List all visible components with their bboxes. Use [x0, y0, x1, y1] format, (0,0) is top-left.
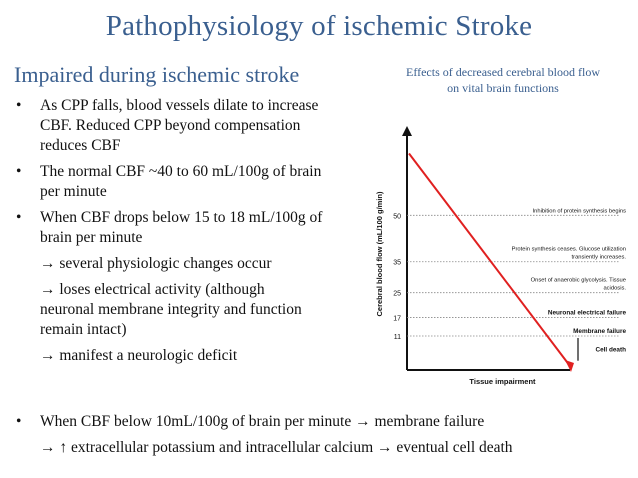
text-line: → ↑ extracellular potassium and intracel…	[40, 439, 513, 456]
bullet-list: • As CPP falls, blood vessels dilate to …	[14, 96, 368, 366]
cbf-decline-arrowhead	[565, 360, 574, 372]
bullet-marker: •	[16, 413, 22, 430]
threshold-label: Membrane failure	[573, 328, 626, 335]
chart-title-line: Effects of decreased cerebral blood flow	[405, 65, 600, 79]
bullet-marker: •	[16, 163, 22, 180]
threshold-label: transiently increases.	[572, 255, 627, 261]
sub-item: → loses electrical activity (although ne…	[14, 280, 368, 340]
text-line: → loses electrical activity (although	[40, 281, 265, 298]
chart-title: Effects of decreased cerebral blood flow…	[378, 64, 628, 96]
y-tick-label: 35	[393, 260, 401, 267]
bullet-marker: •	[16, 97, 22, 114]
bullet-marker: •	[16, 209, 22, 226]
bullet-item: • The normal CBF ~40 to 60 mL/100g of br…	[14, 162, 368, 202]
x-axis-title: Tissue impairment	[469, 377, 536, 386]
bottom-bullet: • When CBF below 10mL/100g of brain per …	[14, 412, 634, 458]
threshold-label: Protein synthesis ceases. Glucose utiliz…	[512, 247, 626, 253]
text-line: remain intact)	[40, 321, 127, 338]
text-line: → manifest a neurologic deficit	[40, 347, 238, 364]
y-axis-arrow	[402, 126, 412, 136]
bullet-item: • As CPP falls, blood vessels dilate to …	[14, 96, 368, 156]
text-line: → several physiologic changes occur	[40, 255, 272, 272]
text-line: brain per minute	[40, 229, 143, 246]
text-line: neuronal membrane integrity and function	[40, 301, 302, 318]
section-subtitle: Impaired during ischemic stroke	[14, 62, 300, 87]
y-tick-label: 11	[394, 334, 401, 341]
text-line: reduces CBF	[40, 137, 121, 154]
y-tick-label: 25	[393, 291, 401, 298]
sub-item: → manifest a neurologic deficit	[14, 346, 368, 366]
sub-item: → ↑ extracellular potassium and intracel…	[14, 438, 634, 458]
text-line: per minute	[40, 183, 107, 200]
page-title: Pathophysiology of ischemic Stroke	[105, 10, 533, 42]
text-line: When CBF drops below 15 to 18 mL/100g of	[40, 209, 323, 226]
sub-item: → several physiologic changes occur	[14, 254, 368, 274]
chart-title-line: on vital brain functions	[447, 81, 559, 95]
y-axis-title: Cerebral blood flow (mL/100 g/min)	[375, 191, 384, 317]
threshold-label: acidosis.	[603, 286, 626, 292]
bullet-item: • When CBF below 10mL/100g of brain per …	[14, 412, 634, 432]
y-tick-label: 17	[393, 315, 401, 322]
text-line: The normal CBF ~40 to 60 mL/100g of brai…	[40, 163, 322, 180]
threshold-label: Inhibition of protein synthesis begins	[533, 208, 627, 214]
threshold-label: Onset of anaerobic glycolysis. Tissue	[531, 278, 626, 284]
cbf-decline-line	[408, 152, 571, 367]
text-line: CBF. Reduced CPP beyond compensation	[40, 117, 301, 134]
text-line: When CBF below 10mL/100g of brain per mi…	[40, 413, 485, 430]
threshold-label: Cell death	[595, 347, 626, 354]
cbf-chart: 50 35 25 17 11 Inhibition of protein synthesi…	[375, 126, 627, 386]
threshold-label: Neuronal electrical failure	[548, 309, 627, 316]
bullet-item: • When CBF drops below 15 to 18 mL/100g …	[14, 208, 368, 248]
y-tick-label: 50	[393, 213, 401, 220]
text-line: As CPP falls, blood vessels dilate to in…	[40, 97, 319, 114]
